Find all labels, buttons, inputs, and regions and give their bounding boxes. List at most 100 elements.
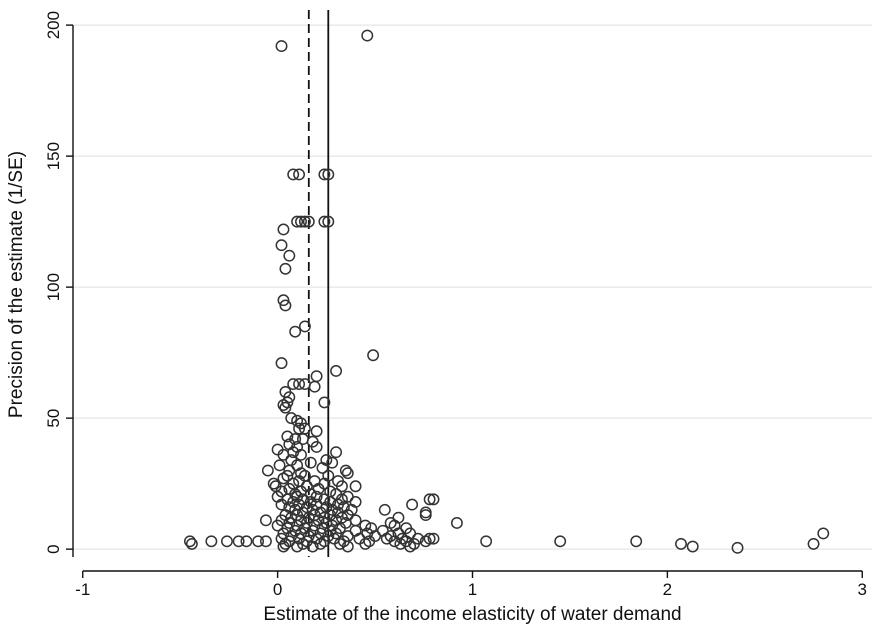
data-point <box>283 391 296 404</box>
data-point <box>259 535 272 548</box>
data-point <box>341 540 354 553</box>
data-point <box>308 380 321 393</box>
x-tick-label: 0 <box>273 580 282 599</box>
data-point <box>232 535 245 548</box>
data-point <box>361 29 374 42</box>
axes <box>72 25 863 572</box>
data-point <box>359 519 372 532</box>
data-point <box>480 535 493 548</box>
y-tick-label: 0 <box>44 544 63 553</box>
data-point <box>275 239 288 252</box>
data-point <box>298 215 311 228</box>
data-point <box>295 448 307 461</box>
data-point <box>289 325 302 338</box>
data-point <box>423 493 436 506</box>
data-point <box>807 537 820 550</box>
data-point <box>267 477 280 490</box>
x-tick-label: 1 <box>468 580 477 599</box>
data-point <box>427 493 440 506</box>
data-point <box>686 540 699 553</box>
data-point <box>349 480 362 493</box>
data-point <box>287 168 300 181</box>
data-point <box>341 467 354 480</box>
data-point <box>277 540 290 553</box>
data-point <box>293 422 306 435</box>
data-point <box>185 537 198 550</box>
data-point <box>291 540 304 553</box>
data-point <box>293 168 306 181</box>
data-point <box>330 365 343 377</box>
data-point <box>330 446 343 459</box>
data-point <box>277 399 290 411</box>
y-axis-title: Precision of the estimate (1/SE) <box>6 151 27 418</box>
data-point <box>322 215 335 228</box>
data-point <box>279 262 292 275</box>
gridlines <box>73 24 872 550</box>
data-point <box>339 464 352 477</box>
x-axis-title: Estimate of the income elasticity of wat… <box>263 604 681 625</box>
data-point <box>277 294 290 307</box>
data-point <box>406 498 419 511</box>
data-point <box>817 527 830 540</box>
y-tick-label: 150 <box>44 142 63 170</box>
data-point <box>277 223 290 236</box>
x-tick-label: 2 <box>663 580 672 599</box>
reference-lines <box>307 10 330 557</box>
data-point <box>450 516 463 529</box>
data-points <box>183 29 830 554</box>
y-tick-label: 100 <box>44 273 63 301</box>
data-point <box>326 456 339 469</box>
data-point <box>378 503 391 516</box>
data-point <box>287 378 300 391</box>
data-point <box>334 537 346 550</box>
data-point <box>318 396 331 409</box>
data-point <box>326 503 339 516</box>
data-point <box>279 401 292 414</box>
x-tick-label: 3 <box>858 580 867 599</box>
data-point <box>310 370 323 383</box>
data-point <box>291 215 304 228</box>
data-point <box>279 537 292 550</box>
data-point <box>281 430 294 443</box>
data-point <box>675 537 687 550</box>
data-point <box>427 532 440 545</box>
data-point <box>316 461 329 474</box>
data-point <box>304 456 317 469</box>
data-point <box>283 516 296 529</box>
data-point <box>630 535 643 548</box>
y-tick-label: 200 <box>44 11 63 39</box>
data-point <box>335 480 348 493</box>
data-point <box>318 168 331 181</box>
data-point <box>310 441 323 453</box>
data-point <box>349 514 362 527</box>
data-point <box>731 541 744 554</box>
data-point <box>404 540 417 553</box>
data-point <box>285 412 298 425</box>
data-point <box>310 425 323 438</box>
data-point <box>273 459 286 472</box>
data-point <box>283 249 296 262</box>
data-point <box>283 464 296 477</box>
data-point <box>240 535 253 548</box>
data-point <box>293 378 306 391</box>
data-point <box>295 215 307 228</box>
data-point <box>388 535 401 548</box>
data-point <box>261 464 274 477</box>
data-point <box>380 532 393 545</box>
axis-ticks: 0 50 100 150 200 -1 0 1 2 3 <box>44 11 867 599</box>
data-point <box>277 472 290 485</box>
data-point <box>302 215 315 228</box>
data-point <box>275 40 288 53</box>
data-point <box>314 537 327 550</box>
data-point <box>275 498 288 511</box>
data-point <box>279 299 292 312</box>
y-tick-label: 50 <box>44 409 63 428</box>
data-point <box>221 535 233 548</box>
data-point <box>259 514 272 527</box>
data-point <box>205 535 218 548</box>
data-point <box>367 349 380 362</box>
data-point <box>318 215 331 228</box>
data-point <box>252 535 265 548</box>
data-point <box>419 509 432 522</box>
